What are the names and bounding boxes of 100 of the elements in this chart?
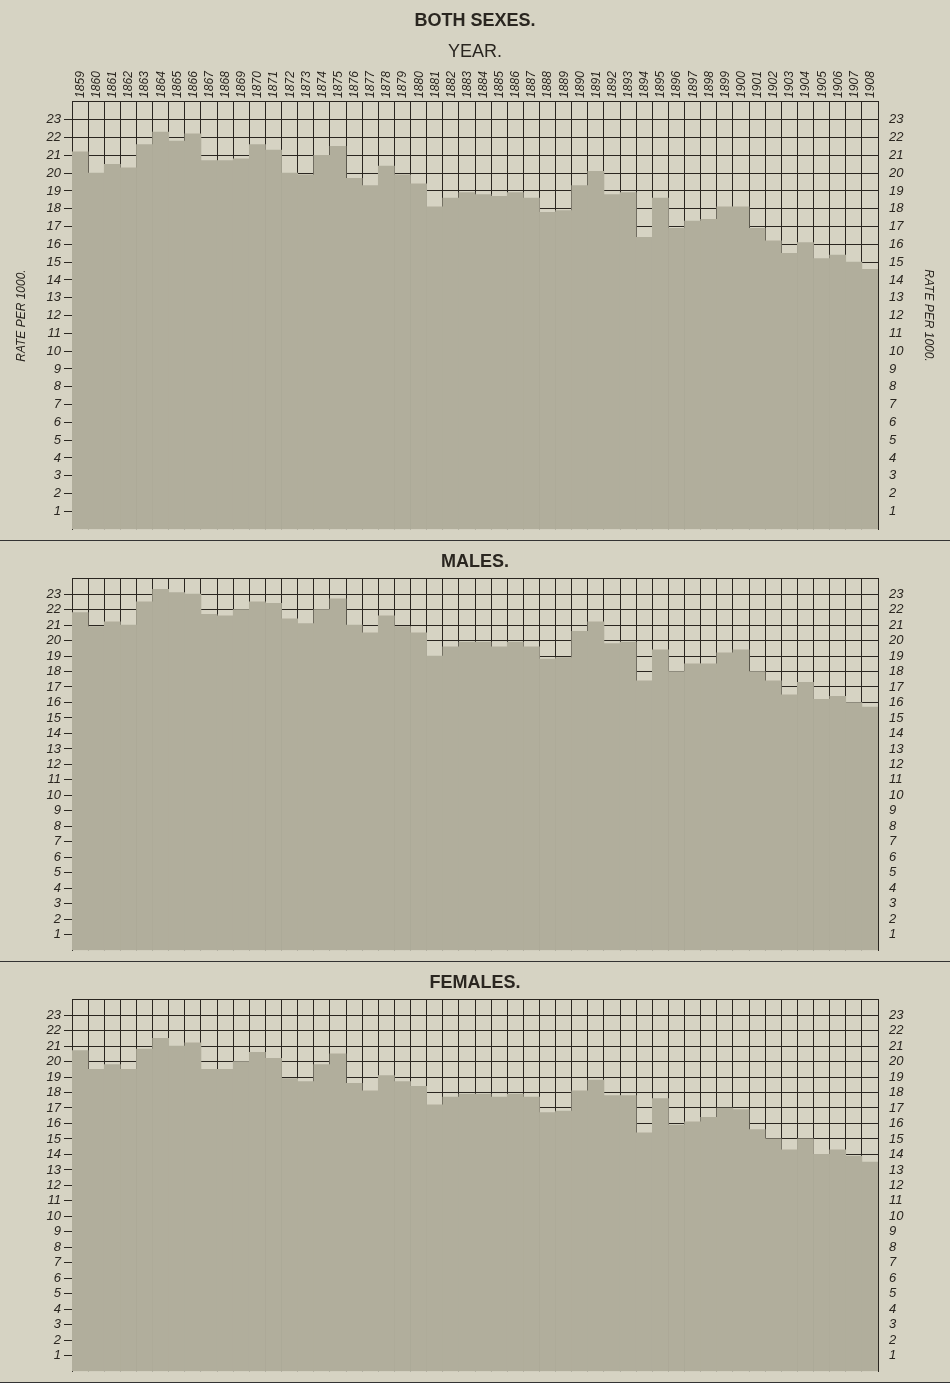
y-tick-label: 19 bbox=[46, 647, 61, 663]
y-tick-label: 7 bbox=[53, 833, 62, 849]
y-tick-label: 23 bbox=[45, 585, 62, 601]
x-tick-label: 1862 bbox=[121, 70, 136, 98]
y-tick-label: 23 bbox=[45, 1006, 62, 1022]
y-tick-label: 6 bbox=[53, 1269, 62, 1285]
y2-tick-label: 20 bbox=[888, 632, 905, 648]
y2-tick-label: 16 bbox=[889, 235, 905, 251]
y-tick-label: 5 bbox=[53, 1285, 62, 1301]
y2-tick-label: 18 bbox=[889, 200, 905, 216]
y2-tick-label: 8 bbox=[889, 817, 897, 833]
y2-axis-title: RATE PER 1000. bbox=[922, 269, 937, 362]
x-tick-label: 1902 bbox=[766, 70, 781, 98]
x-tick-label: 1871 bbox=[266, 71, 281, 98]
y-tick-label: 10 bbox=[46, 342, 62, 358]
y2-tick-label: 9 bbox=[889, 1223, 897, 1239]
y-tick-label: 13 bbox=[46, 1161, 62, 1177]
y-tick-label: 10 bbox=[46, 786, 62, 802]
y2-tick-label: 1 bbox=[889, 1347, 897, 1363]
y-tick-label: 5 bbox=[53, 864, 62, 880]
y-tick-label: 1 bbox=[53, 1347, 61, 1363]
y2-tick-label: 1 bbox=[889, 926, 897, 942]
y-tick-label: 20 bbox=[45, 1053, 62, 1069]
y2-tick-label: 17 bbox=[889, 218, 905, 234]
y-tick-label: 14 bbox=[46, 725, 61, 741]
x-tick-label: 1884 bbox=[476, 70, 490, 98]
x-tick-label: 1898 bbox=[701, 70, 716, 98]
chart-title: MALES. bbox=[440, 550, 510, 571]
y-tick-label: 19 bbox=[46, 182, 61, 198]
x-tick-label: 1865 bbox=[169, 70, 184, 98]
y2-tick-label: 10 bbox=[889, 1207, 905, 1223]
x-tick-label: 1868 bbox=[218, 70, 233, 98]
y-tick-label: 7 bbox=[53, 396, 62, 412]
y-tick-label: 18 bbox=[46, 663, 62, 679]
y-tick-label: 12 bbox=[46, 1177, 62, 1193]
y2-tick-label: 20 bbox=[888, 1053, 905, 1069]
y-tick-label: 2 bbox=[52, 1331, 62, 1347]
y-tick-label: 6 bbox=[53, 413, 62, 429]
y2-tick-label: 6 bbox=[889, 413, 897, 429]
y2-tick-label: 5 bbox=[889, 864, 897, 880]
y2-tick-label: 2 bbox=[888, 910, 897, 926]
y-tick-label: 7 bbox=[53, 1254, 62, 1270]
y-tick-label: 4 bbox=[53, 879, 61, 895]
y-tick-label: 16 bbox=[46, 235, 62, 251]
chart-title: FEMALES. bbox=[429, 971, 521, 992]
y-tick-label: 9 bbox=[53, 1223, 61, 1239]
y-tick-label: 9 bbox=[53, 802, 61, 818]
y2-tick-label: 19 bbox=[889, 182, 904, 198]
x-tick-label: 1892 bbox=[604, 70, 619, 98]
y-tick-label: 8 bbox=[53, 378, 62, 394]
y2-tick-label: 3 bbox=[889, 1316, 897, 1332]
y2-tick-label: 4 bbox=[889, 879, 897, 895]
y2-tick-label: 15 bbox=[889, 709, 905, 725]
y2-tick-label: 22 bbox=[888, 601, 905, 617]
y-tick-label: 3 bbox=[53, 1316, 62, 1332]
x-tick-label: 1908 bbox=[862, 70, 877, 98]
x-tick-label: 1886 bbox=[508, 70, 523, 98]
y2-tick-label: 21 bbox=[888, 146, 904, 162]
y-tick-label: 17 bbox=[46, 218, 62, 234]
y-tick-label: 4 bbox=[53, 1300, 61, 1316]
y-tick-label: 16 bbox=[46, 694, 62, 710]
y-tick-label: 12 bbox=[46, 756, 62, 772]
y-tick-label: 6 bbox=[53, 848, 62, 864]
y-tick-label: 11 bbox=[47, 771, 61, 787]
y2-tick-label: 17 bbox=[889, 1099, 905, 1115]
x-tick-label: 1890 bbox=[572, 70, 587, 98]
x-tick-label: 1891 bbox=[588, 71, 603, 98]
x-tick-label: 1888 bbox=[540, 70, 555, 98]
y-tick-label: 15 bbox=[46, 1130, 62, 1146]
x-tick-label: 1883 bbox=[459, 70, 474, 98]
y2-tick-label: 7 bbox=[889, 1254, 897, 1270]
x-tick-label: 1870 bbox=[250, 70, 265, 98]
x-tick-label: 1863 bbox=[137, 70, 152, 98]
y-tick-label: 8 bbox=[53, 1238, 62, 1254]
y-tick-label: 18 bbox=[46, 200, 62, 216]
y-tick-label: 4 bbox=[53, 449, 61, 465]
y-tick-label: 23 bbox=[45, 111, 62, 127]
x-tick-label: 1903 bbox=[782, 70, 797, 98]
y-tick-label: 15 bbox=[46, 253, 62, 269]
y-tick-label: 15 bbox=[46, 709, 62, 725]
x-tick-label: 1905 bbox=[814, 70, 829, 98]
y-tick-label: 22 bbox=[45, 1022, 62, 1038]
y2-tick-label: 3 bbox=[889, 467, 897, 483]
x-tick-label: 1894 bbox=[637, 70, 652, 98]
y-tick-label: 17 bbox=[46, 678, 62, 694]
y-tick-label: 16 bbox=[46, 1115, 62, 1131]
y2-tick-label: 6 bbox=[889, 1269, 897, 1285]
y-tick-label: 5 bbox=[53, 431, 62, 447]
y2-tick-label: 2 bbox=[888, 485, 897, 501]
x-axis-title: YEAR. bbox=[447, 41, 503, 62]
y-tick-label: 20 bbox=[45, 164, 62, 180]
y2-tick-label: 7 bbox=[889, 833, 897, 849]
x-tick-label: 1901 bbox=[750, 71, 765, 98]
y-tick-label: 21 bbox=[45, 616, 61, 632]
y2-tick-label: 8 bbox=[889, 1238, 897, 1254]
y2-tick-label: 11 bbox=[889, 1192, 903, 1208]
y-tick-label: 2 bbox=[52, 910, 62, 926]
y2-tick-label: 5 bbox=[889, 1285, 897, 1301]
x-tick-label: 1876 bbox=[347, 70, 362, 98]
y-tick-label: 12 bbox=[46, 307, 62, 323]
